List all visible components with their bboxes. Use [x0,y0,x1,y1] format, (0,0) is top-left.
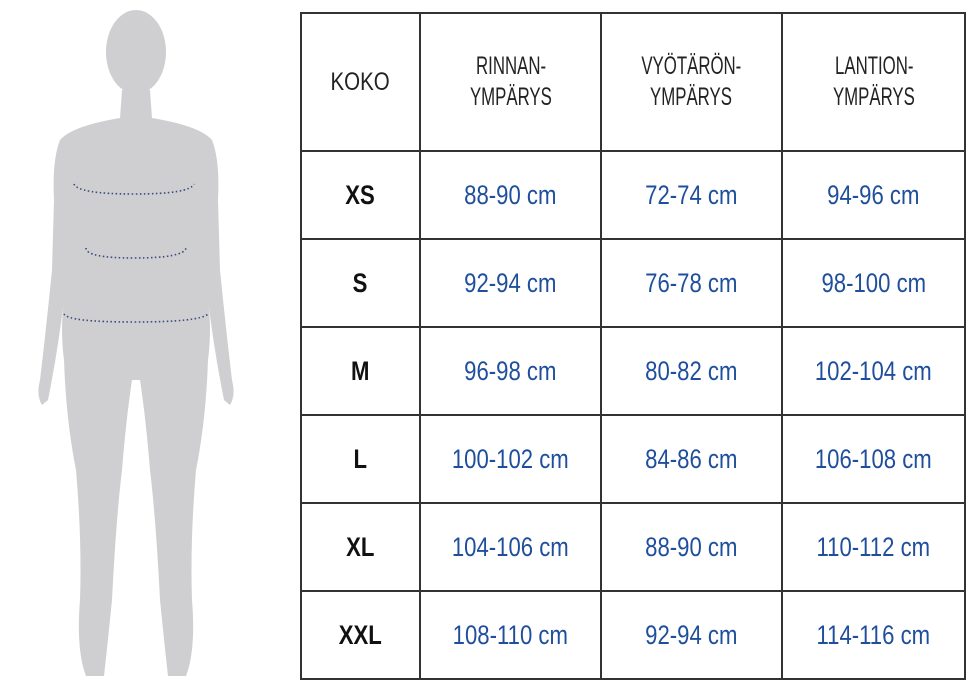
hip-cell: 110-112 cm [781,502,966,592]
waist-cell: 80-82 cm [600,326,783,416]
chest-cell: 96-98 cm [419,326,602,416]
waist-cell-text: 80-82 cm [645,355,738,386]
waist-cell-text: 76-78 cm [645,267,738,298]
chest-cell: 108-110 cm [419,590,602,680]
size-cell-text: XXL [338,619,383,650]
chest-cell-text: 100-102 cm [452,443,569,474]
header-size: KOKO [300,12,421,152]
header-text: KOKO [330,67,391,96]
waist-cell: 92-94 cm [600,590,783,680]
hip-cell-text: 98-100 cm [821,267,926,298]
size-cell: M [300,326,421,416]
header-waist: VYÖTÄRÖN- YMPÄRYS [600,12,783,152]
waist-cell: 72-74 cm [600,150,783,240]
header-text: VYÖTÄRÖN- [641,52,742,80]
header-text: YMPÄRYS [832,83,915,111]
header-text: YMPÄRYS [650,83,733,111]
hip-cell: 114-116 cm [781,590,966,680]
body-silhouette-figure [38,10,234,676]
size-cell: XL [300,502,421,592]
size-cell: XS [300,150,421,240]
header-text: YMPÄRYS [469,83,552,111]
hip-cell: 98-100 cm [781,238,966,328]
table-row: L 100-102 cm 84-86 cm 106-108 cm [300,414,966,504]
size-cell-text: L [353,443,368,474]
hip-cell: 94-96 cm [781,150,966,240]
chest-cell: 104-106 cm [419,502,602,592]
waist-cell-text: 88-90 cm [645,531,738,562]
waist-cell: 84-86 cm [600,414,783,504]
hip-cell-text: 110-112 cm [816,531,931,562]
head [106,10,166,94]
size-cell: S [300,238,421,328]
chest-measure-line [73,183,195,195]
table-row: M 96-98 cm 80-82 cm 102-104 cm [300,326,966,416]
table-row: S 92-94 cm 76-78 cm 98-100 cm [300,238,966,328]
chest-cell-text: 104-106 cm [452,531,569,562]
chest-cell: 88-90 cm [419,150,602,240]
size-cell-text: XS [345,179,376,210]
size-cell: L [300,414,421,504]
waist-cell-text: 72-74 cm [645,179,738,210]
waist-cell: 88-90 cm [600,502,783,592]
chest-cell-text: 88-90 cm [464,179,557,210]
waist-cell: 76-78 cm [600,238,783,328]
header-text: LANTION- [834,52,913,80]
header-chest: RINNAN- YMPÄRYS [419,12,602,152]
waist-cell-text: 84-86 cm [645,443,738,474]
size-cell-text: S [353,267,368,298]
hip-cell-text: 114-116 cm [816,619,931,650]
hip-cell: 106-108 cm [781,414,966,504]
header-row: KOKO RINNAN- YMPÄRYS VYÖTÄRÖN- YMPÄRYS LAN… [300,12,966,152]
header-text: RINNAN- [475,52,546,80]
hip-measure-line [63,313,209,323]
table-row: XS 88-90 cm 72-74 cm 94-96 cm [300,150,966,240]
chest-cell: 100-102 cm [419,414,602,504]
body [38,90,234,676]
chest-cell-text: 108-110 cm [452,619,569,650]
hip-cell-text: 102-104 cm [815,355,932,386]
chest-cell: 92-94 cm [419,238,602,328]
size-chart-table: KOKO RINNAN- YMPÄRYS VYÖTÄRÖN- YMPÄRYS LAN… [300,12,966,680]
chest-cell-text: 92-94 cm [464,267,557,298]
hip-cell-text: 106-108 cm [815,443,932,474]
hip-cell-text: 94-96 cm [827,179,920,210]
size-cell-text: XL [346,531,375,562]
hip-cell: 102-104 cm [781,326,966,416]
header-hip: LANTION- YMPÄRYS [781,12,966,152]
chest-cell-text: 96-98 cm [464,355,557,386]
table-row: XXL 108-110 cm 92-94 cm 114-116 cm [300,590,966,680]
size-cell: XXL [300,590,421,680]
size-cell-text: M [351,355,370,386]
table-row: XL 104-106 cm 88-90 cm 110-112 cm [300,502,966,592]
waist-cell-text: 92-94 cm [645,619,738,650]
